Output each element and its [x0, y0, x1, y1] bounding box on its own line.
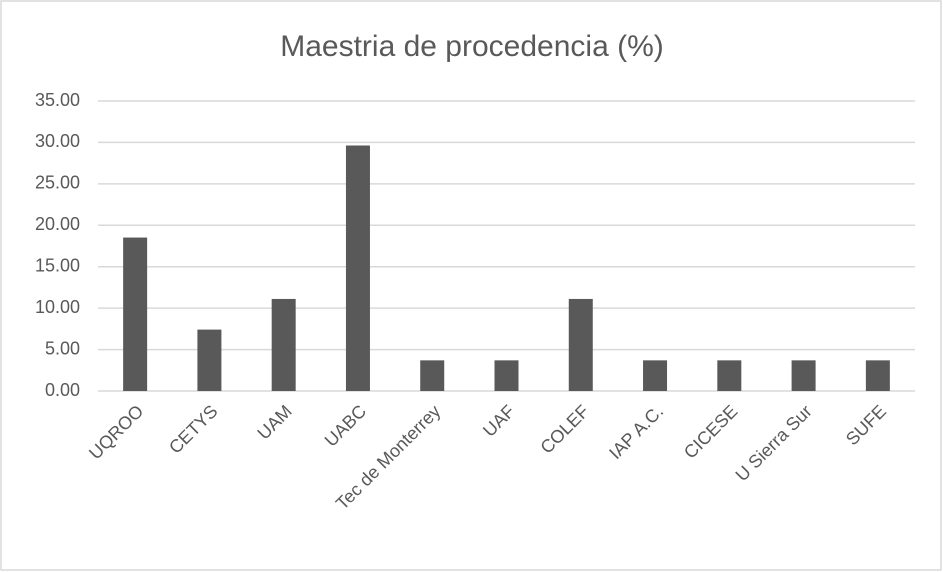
bar — [865, 360, 890, 391]
bar — [271, 298, 296, 391]
y-tick-label: 0.00 — [45, 380, 80, 400]
y-tick-label: 25.00 — [35, 173, 80, 193]
bar — [568, 298, 593, 391]
bar — [197, 329, 222, 391]
y-tick-label: 30.00 — [35, 131, 80, 151]
bar — [791, 360, 816, 391]
bar — [717, 360, 742, 391]
y-tick-label: 35.00 — [35, 90, 80, 110]
y-tick-label: 15.00 — [35, 255, 80, 275]
y-tick-label: 5.00 — [45, 338, 80, 358]
chart-title: Maestria de procedencia (%) — [280, 30, 664, 63]
bar — [345, 145, 370, 391]
y-tick-label: 10.00 — [35, 297, 80, 317]
bar — [494, 360, 519, 391]
bar — [123, 237, 148, 391]
bar — [420, 360, 445, 391]
bar — [643, 360, 668, 391]
y-tick-label: 20.00 — [35, 214, 80, 234]
